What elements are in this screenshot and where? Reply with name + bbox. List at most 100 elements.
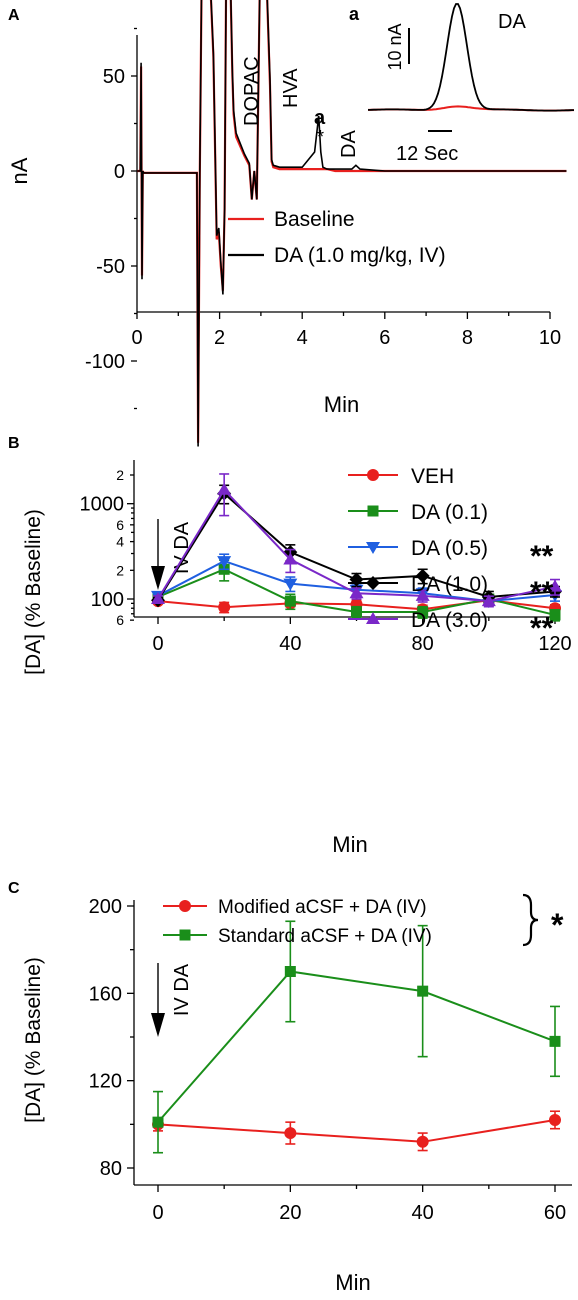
series-4 <box>151 473 562 608</box>
inset-label: a <box>349 4 360 24</box>
y-tick-label-a: 50 <box>103 66 125 88</box>
y-tick-label-b: 2 <box>116 467 124 483</box>
x-tick-label-a: 4 <box>297 327 308 349</box>
peak-label-a: a <box>314 107 326 129</box>
legend-label-1: DA (0.1) <box>411 501 488 524</box>
panel-a-chromatogram: 100500-50-1000246810MinnADOPACHVAa*DABas… <box>7 0 574 447</box>
y-tick-label-b: 1000 <box>80 494 125 516</box>
legend-marker-1 <box>179 929 191 941</box>
panel-a-letter: A <box>8 7 20 24</box>
y-axis-label-a: nA <box>7 157 32 184</box>
series-line-1 <box>157 970 556 1123</box>
x-tick-label-a: 10 <box>539 327 561 349</box>
y-tick-label-b: 6 <box>116 517 124 533</box>
data-point <box>549 1113 561 1126</box>
peak-label-hva: HVA <box>280 68 302 108</box>
data-point <box>284 595 296 607</box>
y-tick-label-a: -50 <box>96 256 125 278</box>
y-tick-label-c: 200 <box>89 896 122 918</box>
x-axis-label-c: Min <box>335 1270 370 1295</box>
data-point <box>417 606 429 618</box>
inset-scale-x-label: 12 Sec <box>396 143 458 165</box>
peak-label-dopac: DOPAC <box>241 56 263 126</box>
inset-trace-da <box>368 3 574 112</box>
data-point <box>283 578 298 591</box>
legend-label-1: Standard aCSF + DA (IV) <box>218 926 432 947</box>
significance-4: ** <box>530 612 554 645</box>
y-axis-label-b: [DA] (% Baseline) <box>22 509 45 675</box>
data-point <box>415 568 430 583</box>
peak-label-da: DA <box>338 130 360 158</box>
iv-da-arrow-head <box>151 566 165 590</box>
series-0 <box>152 1110 561 1152</box>
iv-da-arrow-head <box>151 1013 165 1037</box>
data-point <box>283 552 298 565</box>
legend-marker-3 <box>366 576 380 590</box>
legend-brace <box>522 893 539 947</box>
data-point <box>416 1135 429 1148</box>
y-tick-label-b: 4 <box>116 534 124 550</box>
y-tick-label-a: 0 <box>114 161 125 183</box>
x-tick-label-c: 20 <box>279 1202 301 1224</box>
data-point <box>548 579 562 592</box>
data-point <box>349 586 364 599</box>
x-axis-label-b: Min <box>332 832 367 857</box>
data-point <box>481 594 496 607</box>
legend-label-4: DA (3.0) <box>411 609 488 632</box>
data-point <box>549 609 561 621</box>
panel-c-letter: C <box>8 880 20 897</box>
x-tick-label-c: 60 <box>544 1202 566 1224</box>
x-axis-label-a: Min <box>324 392 359 417</box>
y-tick-label-c: 160 <box>89 983 122 1005</box>
series-1 <box>152 920 561 1154</box>
data-point <box>152 1116 164 1128</box>
legend-label-3: DA (1.0) <box>411 573 488 596</box>
legend-label-0: VEH <box>411 465 454 488</box>
panel-b-letter: B <box>8 435 20 452</box>
inset-peak-label: DA <box>498 11 526 33</box>
legend-marker-0 <box>367 469 379 481</box>
series-line-0 <box>157 1118 556 1143</box>
x-tick-label-c: 40 <box>412 1202 434 1224</box>
panel-c-acsf-comparison: 200 160 120 80 0 20 40 60 Min [DA] (% Baseline) IV… <box>22 893 572 1295</box>
x-tick-label-b: 80 <box>412 633 434 655</box>
data-point <box>351 606 362 618</box>
legend-label-0: Modified aCSF + DA (IV) <box>218 897 427 918</box>
y-tick-label-a: -100 <box>85 351 125 373</box>
significance-3: ** <box>530 576 554 609</box>
inset-scale-y-label: 10 nA <box>385 23 405 70</box>
data-point <box>284 966 296 977</box>
legend-label-0: Baseline <box>274 208 355 231</box>
y-tick-label-c: 120 <box>89 1071 122 1093</box>
data-point <box>284 1127 297 1140</box>
legend-marker-4 <box>366 612 380 624</box>
y-tick-label-b: 6 <box>116 612 124 628</box>
x-tick-label-c: 0 <box>152 1202 163 1224</box>
data-point <box>217 556 232 569</box>
legend-marker-0 <box>179 900 191 912</box>
x-tick-label-b: 40 <box>279 633 301 655</box>
y-tick-label-b: 2 <box>116 562 124 578</box>
x-tick-label-b: 120 <box>538 633 571 655</box>
trace-da <box>137 0 567 447</box>
data-point <box>417 985 429 997</box>
iv-da-label: IV DA <box>171 521 193 574</box>
legend-label-1: DA (1.0 mg/kg, IV) <box>274 244 446 267</box>
data-point <box>217 482 232 495</box>
legend-marker-2 <box>366 542 380 554</box>
significance-c: * <box>551 907 564 943</box>
x-tick-label-a: 8 <box>462 327 473 349</box>
iv-da-label: IV DA <box>171 963 193 1016</box>
x-tick-label-b: 0 <box>152 633 163 655</box>
y-tick-label-c: 80 <box>100 1158 122 1180</box>
x-tick-label-a: 0 <box>131 327 142 349</box>
y-axis-label-c: [DA] (% Baseline) <box>22 957 45 1123</box>
x-tick-label-a: 6 <box>379 327 390 349</box>
data-point <box>151 592 165 604</box>
y-tick-label-b: 100 <box>91 589 124 611</box>
x-tick-label-a: 2 <box>214 327 225 349</box>
legend-label-2: DA (0.5) <box>411 537 488 560</box>
significance-2: ** <box>530 540 554 573</box>
